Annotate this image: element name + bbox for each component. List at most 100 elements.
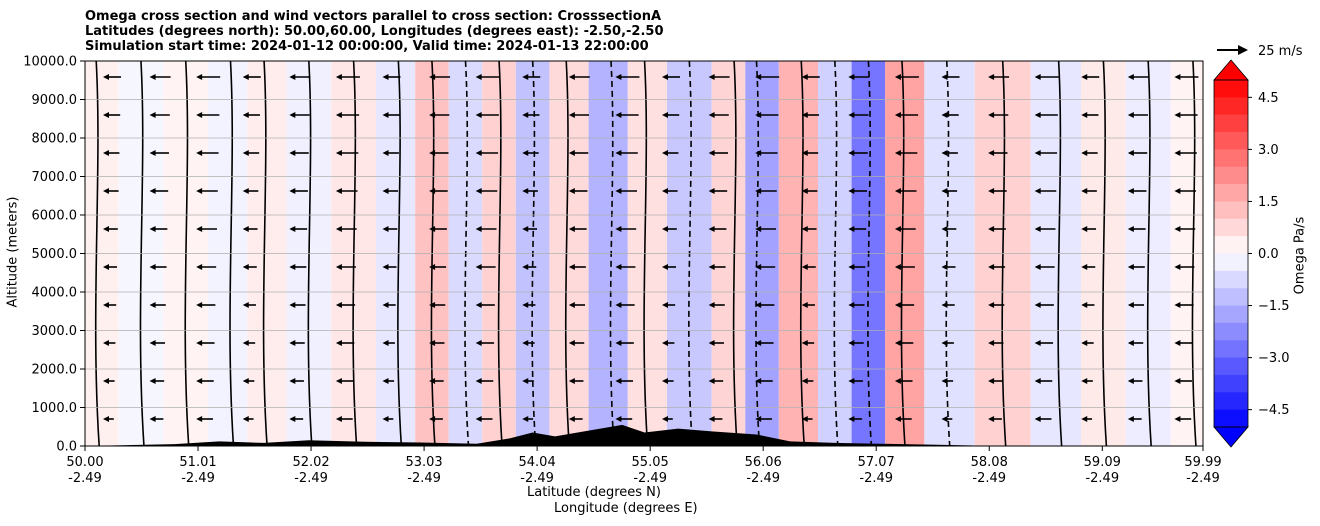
wind-vector-head: [149, 74, 156, 80]
y-tick-label: 3000.0: [32, 324, 78, 339]
contour-line: [229, 60, 235, 447]
wind-vector-head: [1127, 416, 1134, 422]
wind-vector-head: [708, 112, 715, 118]
wind-vector-head: [335, 264, 342, 270]
wind-vector-head: [522, 416, 529, 422]
wind-vector-head: [708, 226, 715, 232]
colorbar-segment: [1214, 357, 1248, 376]
wind-vector-head: [289, 302, 296, 308]
wind-vector-head: [848, 302, 855, 308]
contour-line: [1057, 60, 1063, 447]
wind-vector-head: [848, 112, 855, 118]
colorbar-segment: [1214, 409, 1248, 428]
wind-vector-head: [1127, 226, 1134, 232]
wind-vector-head: [522, 340, 529, 346]
wind-vector-head: [149, 378, 156, 384]
wind-vector-head: [801, 302, 808, 308]
wind-vector-head: [801, 264, 808, 270]
wind-vector-head: [848, 226, 855, 232]
wind-vector-head: [196, 416, 203, 422]
x-tick-label-lat: 55.05: [632, 455, 669, 470]
wind-vector-head: [1174, 416, 1181, 422]
x-tick-label-lat: 59.09: [1084, 455, 1121, 470]
wind-vector-head: [941, 416, 948, 422]
wind-vector-head: [894, 340, 901, 346]
wind-vector-head: [662, 264, 668, 270]
wind-vector-head: [522, 302, 529, 308]
wind-vector-head: [429, 416, 436, 422]
wind-vector-head: [848, 188, 855, 194]
x-tick-label-lon: -2.49: [633, 471, 667, 486]
wind-vector-head: [196, 74, 203, 80]
wind-vector-head: [382, 340, 389, 346]
wind-vector-head: [662, 188, 668, 194]
wind-vector-head: [708, 74, 715, 80]
x-axis-label-latitude: Latitude (degrees N): [527, 485, 661, 500]
wind-vector-head: [103, 188, 109, 194]
wind-vector-head: [289, 112, 296, 118]
wind-vector-head: [1174, 302, 1181, 308]
contour-line: [184, 60, 190, 447]
wind-vector-head: [894, 416, 901, 422]
wind-vector-head: [475, 74, 482, 80]
wind-vector-head: [1081, 416, 1088, 422]
wind-vector-head: [568, 226, 575, 232]
wind-vector-head: [522, 226, 529, 232]
contour-line: [755, 60, 761, 447]
wind-vector-head: [662, 302, 668, 308]
x-tick-label-lat: 50.00: [66, 455, 103, 470]
wind-vector-head: [988, 226, 995, 232]
wind-vector-head: [103, 74, 109, 80]
wind-vector-head: [801, 150, 808, 156]
wind-vector-head: [988, 340, 995, 346]
wind-vector-head: [522, 74, 529, 80]
wind-vector-head: [382, 226, 389, 232]
contour-line: [799, 60, 806, 447]
wind-vector-head: [615, 416, 622, 422]
y-axis: 0.0 1000.0 2000.0 3000.0 4000.0 5000.0 6000.0 7…: [23, 55, 85, 455]
wind-vector-head: [662, 112, 668, 118]
wind-vector-head: [568, 112, 575, 118]
x-tick-label-lon: -2.49: [407, 471, 441, 486]
wind-vector-head: [382, 378, 389, 384]
wind-vector-head: [522, 378, 529, 384]
wind-vector-head: [755, 416, 762, 422]
wind-vector-head: [1034, 188, 1041, 194]
colorbar-extend-min: [1213, 426, 1249, 448]
contour-line: [307, 60, 313, 447]
chart-title-line-3: Simulation start time: 2024-01-12 00:00:…: [85, 39, 649, 54]
contour-line: [732, 60, 738, 447]
wind-vector-head: [382, 150, 389, 156]
wind-vector-head: [1174, 226, 1181, 232]
wind-vector-head: [429, 150, 436, 156]
wind-vector-head: [475, 302, 482, 308]
wind-vector-head: [522, 112, 529, 118]
colorbar-label: Omega Pa/s: [1292, 216, 1308, 295]
wind-vector-head: [475, 378, 482, 384]
y-tick-label: 9000.0: [32, 93, 78, 108]
colorbar-segment: [1214, 340, 1248, 359]
colorbar: 4.5 3.0 1.5 0.0 −1.5 −3.0 −4.5: [1213, 59, 1290, 448]
colorbar-tick-label: −3.0: [1258, 351, 1290, 366]
wind-vector-head: [1081, 74, 1088, 80]
wind-vector-head: [242, 264, 249, 270]
wind-vector-head: [615, 112, 622, 118]
contour-line: [464, 60, 470, 447]
wind-vector-head: [1034, 74, 1041, 80]
wind-vector-head: [894, 112, 901, 118]
wind-vector-head: [708, 188, 715, 194]
wind-vector-head: [801, 226, 808, 232]
wind-vector-head: [801, 340, 808, 346]
wind-vector-head: [1127, 340, 1134, 346]
wind-vector-head: [149, 150, 156, 156]
colorbar-segment: [1214, 374, 1248, 393]
wind-vector-head: [242, 112, 249, 118]
wind-vector-head: [662, 378, 668, 384]
wind-vector-head: [1034, 150, 1041, 156]
wind-vector-head: [1081, 150, 1088, 156]
colorbar-segment: [1214, 97, 1248, 116]
contour-line: [430, 60, 436, 447]
wind-vector-head: [1034, 264, 1041, 270]
wind-vector-head: [755, 150, 762, 156]
wind-vector-head: [615, 340, 622, 346]
